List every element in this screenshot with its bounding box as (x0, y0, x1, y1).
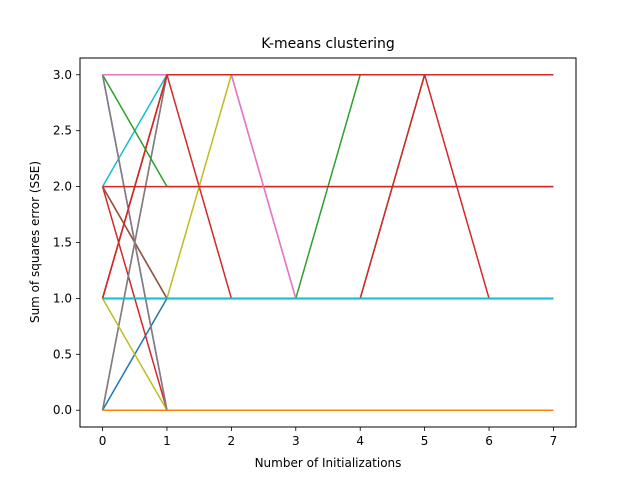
y-axis: 0.0 0.5 1.0 1.5 2.0 2.5 3.0 (53, 68, 80, 417)
y-tick-label: 0.5 (53, 347, 72, 361)
series-line-11 (101, 186, 554, 300)
series-line-14 (101, 74, 554, 411)
x-tick-label: 7 (550, 434, 558, 448)
y-tick-label: 3.0 (53, 68, 72, 82)
series-line-9 (101, 74, 554, 187)
series-line-15 (101, 186, 554, 300)
y-axis-label: Sum of squares error (SSE) (28, 161, 42, 323)
x-axis-label: Number of Initializations (255, 456, 402, 470)
x-tick-label: 0 (99, 434, 107, 448)
x-tick-label: 5 (421, 434, 429, 448)
x-tick-label: 4 (356, 434, 364, 448)
y-tick-label: 1.0 (53, 291, 72, 305)
series-line-25 (101, 74, 554, 299)
y-tick-label: 1.5 (53, 236, 72, 250)
x-tick-label: 1 (163, 434, 171, 448)
y-tick-label: 2.0 (53, 180, 72, 194)
y-tick-label: 2.5 (53, 124, 72, 138)
series-line-7 (101, 74, 554, 411)
x-tick-label: 3 (292, 434, 300, 448)
x-axis: 0 1 2 3 4 5 6 7 (99, 427, 558, 448)
x-tick-label: 6 (485, 434, 493, 448)
plot-area (101, 74, 554, 411)
series-line-0 (101, 297, 554, 411)
series-line-4 (101, 74, 554, 411)
series-line-5 (101, 74, 554, 411)
series-line-8 (101, 298, 554, 411)
y-tick-label: 0.0 (53, 403, 72, 417)
series-line-1 (101, 186, 554, 300)
series-line-17 (101, 74, 554, 411)
x-tick-label: 2 (228, 434, 236, 448)
plot-frame (79, 57, 577, 428)
series-line-12 (101, 74, 554, 188)
chart-title: K-means clustering (261, 36, 394, 52)
